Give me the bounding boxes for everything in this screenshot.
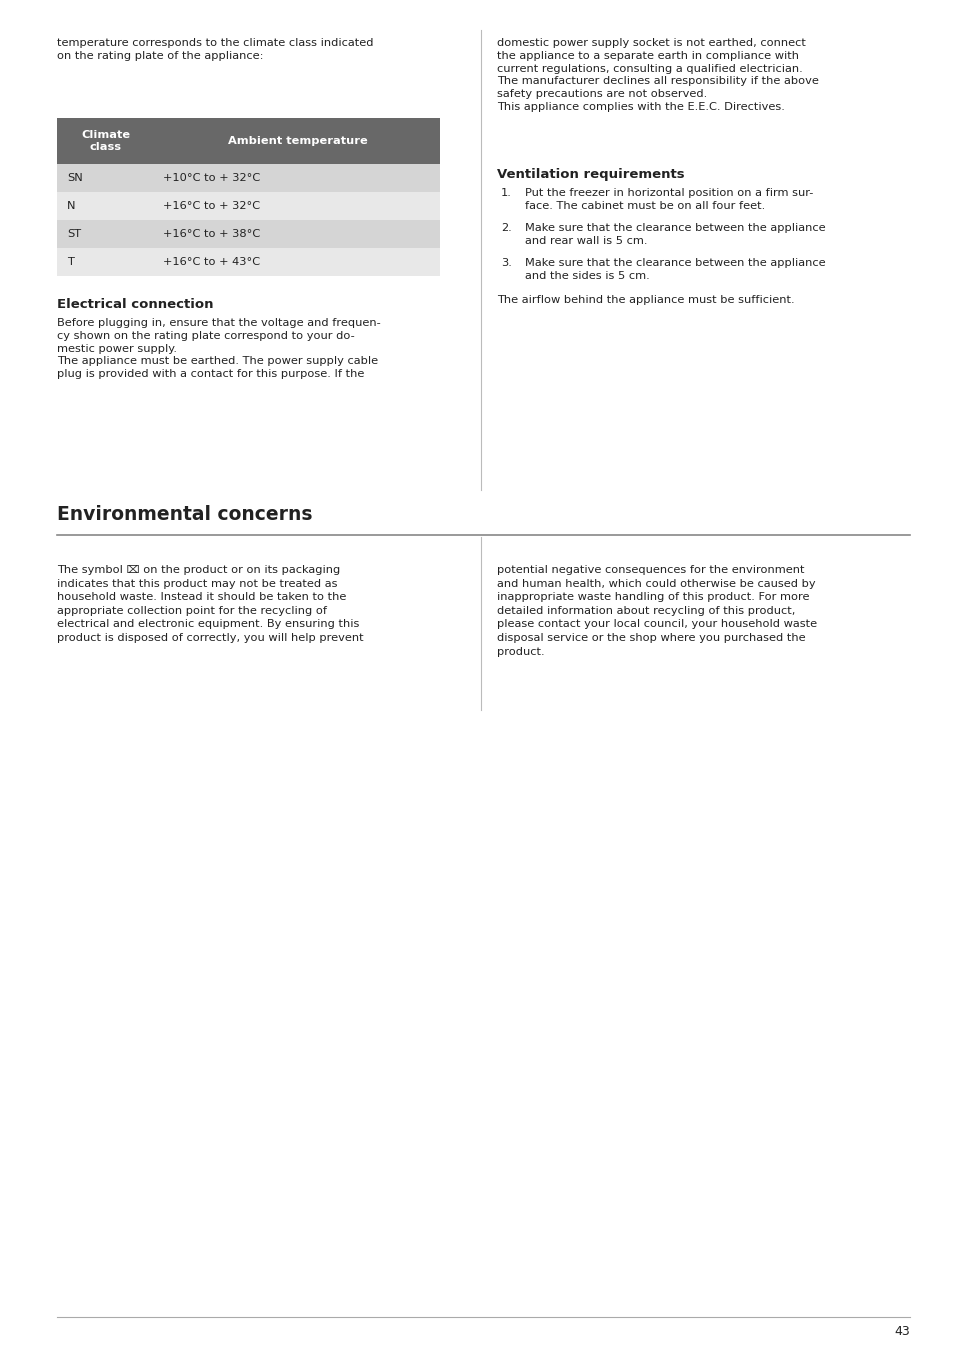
Text: Climate
class: Climate class (81, 130, 131, 151)
Text: N: N (67, 201, 75, 211)
Text: ST: ST (67, 228, 81, 239)
Text: +16°C to + 38°C: +16°C to + 38°C (163, 228, 260, 239)
Text: Before plugging in, ensure that the voltage and frequen-
cy shown on the rating : Before plugging in, ensure that the volt… (57, 318, 380, 379)
Text: Put the freezer in horizontal position on a firm sur-
face. The cabinet must be : Put the freezer in horizontal position o… (524, 188, 813, 211)
Text: Ventilation requirements: Ventilation requirements (497, 168, 684, 181)
Text: Electrical connection: Electrical connection (57, 297, 213, 311)
Text: +16°C to + 32°C: +16°C to + 32°C (163, 201, 260, 211)
Text: 1.: 1. (500, 188, 512, 197)
Text: SN: SN (67, 173, 83, 183)
Text: potential negative consequences for the environment
and human health, which coul: potential negative consequences for the … (497, 565, 817, 657)
Text: Make sure that the clearance between the appliance
and the sides is 5 cm.: Make sure that the clearance between the… (524, 258, 824, 281)
Text: Environmental concerns: Environmental concerns (57, 506, 313, 525)
Text: T: T (67, 257, 73, 266)
Text: +10°C to + 32°C: +10°C to + 32°C (163, 173, 260, 183)
Bar (57, 220, 439, 247)
Text: 2.: 2. (500, 223, 511, 233)
Text: 43: 43 (893, 1325, 909, 1338)
Text: Ambient temperature: Ambient temperature (228, 137, 367, 146)
Bar (57, 247, 439, 276)
Bar (57, 192, 439, 220)
Text: Make sure that the clearance between the appliance
and rear wall is 5 cm.: Make sure that the clearance between the… (524, 223, 824, 246)
Bar (57, 164, 439, 192)
Text: domestic power supply socket is not earthed, connect
the appliance to a separate: domestic power supply socket is not eart… (497, 38, 818, 112)
Text: The symbol ⌧ on the product or on its packaging
indicates that this product may : The symbol ⌧ on the product or on its pa… (57, 565, 363, 644)
Text: The airflow behind the appliance must be sufficient.: The airflow behind the appliance must be… (497, 295, 794, 306)
Bar (57, 118, 439, 164)
Text: +16°C to + 43°C: +16°C to + 43°C (163, 257, 260, 266)
Text: temperature corresponds to the climate class indicated
on the rating plate of th: temperature corresponds to the climate c… (57, 38, 374, 61)
Text: 3.: 3. (500, 258, 512, 268)
